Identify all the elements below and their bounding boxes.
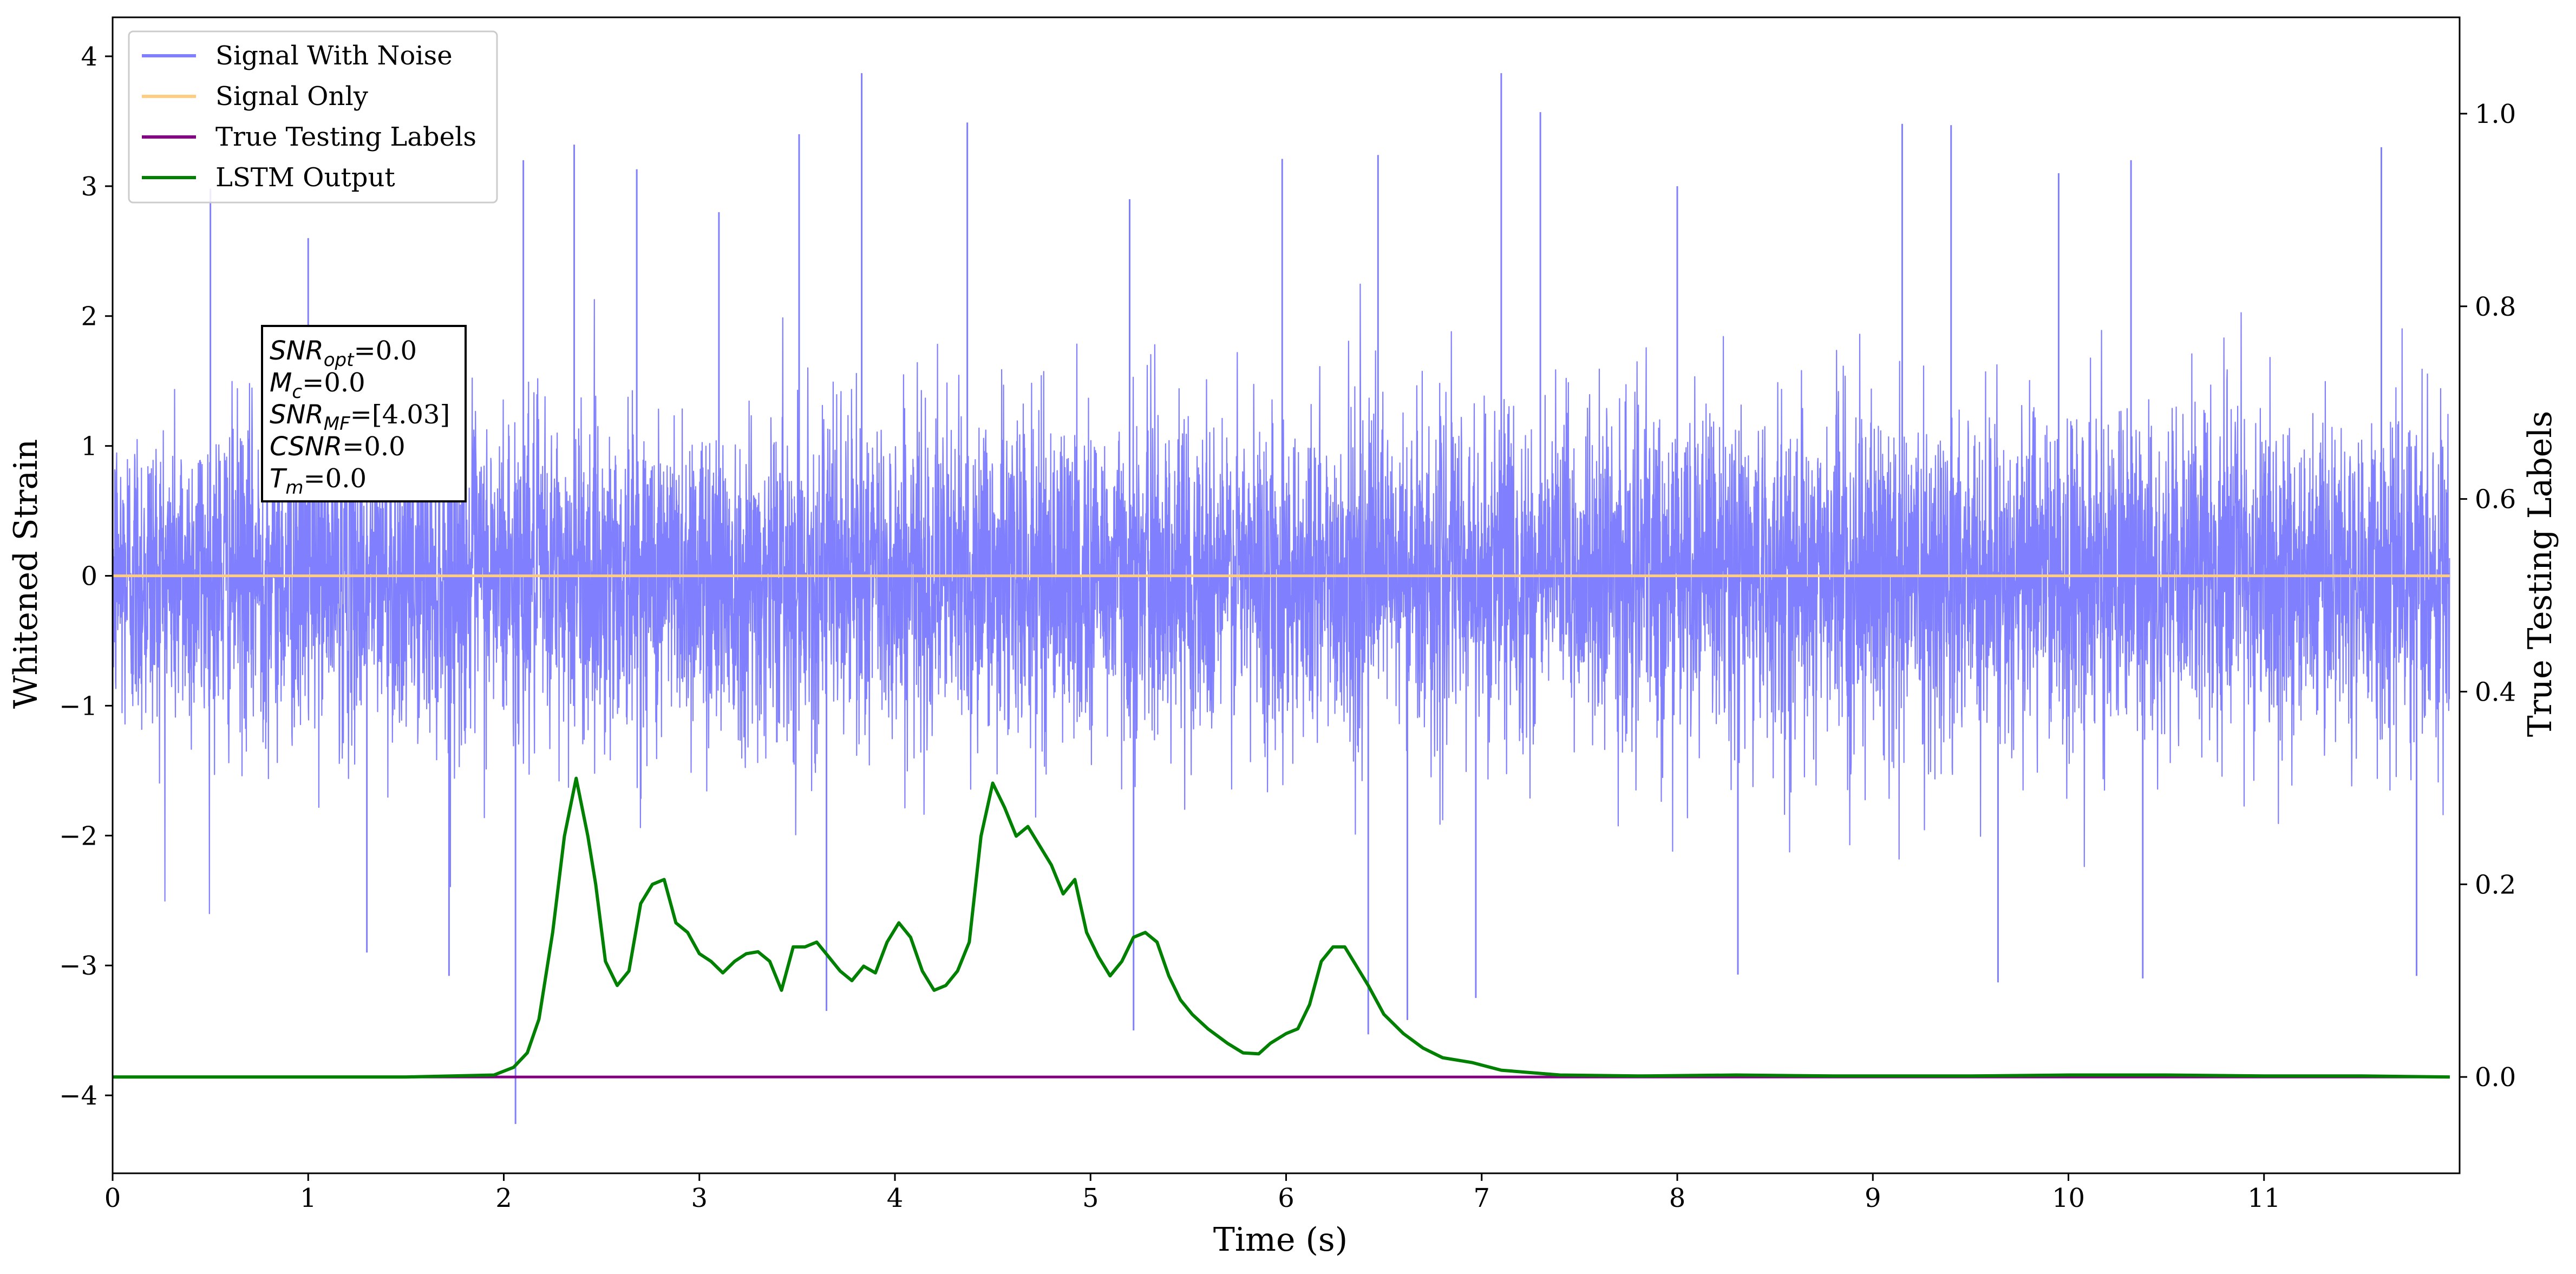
y-axis-ticks: −4 −3 −2 −1 0 1 2 3 4 xyxy=(59,42,113,1111)
x-tick-label: 0 xyxy=(104,1183,121,1213)
y-tick-label: 3 xyxy=(81,172,97,202)
series-lines xyxy=(113,574,2450,1079)
x-axis-title: Time (s) xyxy=(1213,1221,1348,1259)
annotation-line: SNRMF=[4.03] xyxy=(270,400,450,435)
x-tick-label: 1 xyxy=(300,1183,317,1213)
y-right-tick-label: 0.2 xyxy=(2475,870,2516,900)
y-tick-label: 2 xyxy=(81,302,97,332)
x-tick-label: 4 xyxy=(887,1183,904,1213)
y-tick-label: 4 xyxy=(81,42,97,72)
annotation-line: Tm=0.0 xyxy=(270,463,367,499)
annotation-line: Mc=0.0 xyxy=(270,368,365,403)
signal-with-noise-series xyxy=(113,73,2450,1124)
y-tick-label: −2 xyxy=(59,821,97,851)
y-axis-title: Whitened Strain xyxy=(7,439,45,709)
legend: Signal With Noise Signal Only True Testing… xyxy=(128,30,498,204)
annotation-line: SNRopt=0.0 xyxy=(270,336,417,371)
x-tick-label: 7 xyxy=(1473,1183,1490,1213)
y-tick-label: −1 xyxy=(59,691,97,721)
y-right-tick-label: 0.4 xyxy=(2475,677,2516,707)
legend-label: Signal Only xyxy=(215,81,368,112)
parameter-annotation-box: SNRopt=0.0Mc=0.0SNRMF=[4.03]CSNR=0.0Tm=0… xyxy=(261,325,467,502)
y-right-tick-label: 0.8 xyxy=(2475,292,2516,322)
y-right-tick-label: 1.0 xyxy=(2475,99,2516,129)
y-axis-right-title: True Testing Labels xyxy=(2521,411,2559,737)
x-tick-label: 10 xyxy=(2052,1183,2085,1213)
x-tick-label: 5 xyxy=(1082,1183,1099,1213)
x-tick-label: 3 xyxy=(691,1183,708,1213)
annotation-line: CSNR=0.0 xyxy=(270,432,406,462)
y-tick-label: −4 xyxy=(59,1081,97,1111)
signal-with-noise-line xyxy=(113,283,2450,914)
legend-label: LSTM Output xyxy=(215,162,395,193)
legend-label: True Testing Labels xyxy=(215,122,476,152)
y-axis-right-ticks: 0.0 0.2 0.4 0.6 0.8 1.0 xyxy=(2460,99,2516,1093)
x-axis-ticks: 0 1 2 3 4 5 6 7 8 9 10 11 xyxy=(104,1173,2280,1213)
x-tick-label: 9 xyxy=(1865,1183,1881,1213)
annotation-box xyxy=(261,325,467,502)
y-tick-label: 1 xyxy=(81,432,97,462)
y-tick-label: 0 xyxy=(81,561,97,592)
x-tick-label: 6 xyxy=(1278,1183,1294,1213)
y-tick-label: −3 xyxy=(59,951,97,981)
legend-label: Signal With Noise xyxy=(215,41,453,71)
y-right-tick-label: 0.0 xyxy=(2475,1062,2516,1093)
x-tick-label: 2 xyxy=(495,1183,512,1213)
x-tick-label: 8 xyxy=(1669,1183,1686,1213)
lstm-output-line xyxy=(113,776,2450,1079)
y-right-tick-label: 0.6 xyxy=(2475,485,2516,515)
x-tick-label: 11 xyxy=(2247,1183,2280,1213)
legend-box xyxy=(128,30,498,204)
